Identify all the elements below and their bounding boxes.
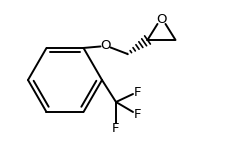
Text: F: F xyxy=(112,121,119,135)
Text: F: F xyxy=(134,108,141,120)
Text: O: O xyxy=(155,13,166,26)
Text: O: O xyxy=(100,39,110,52)
Text: F: F xyxy=(134,86,141,98)
